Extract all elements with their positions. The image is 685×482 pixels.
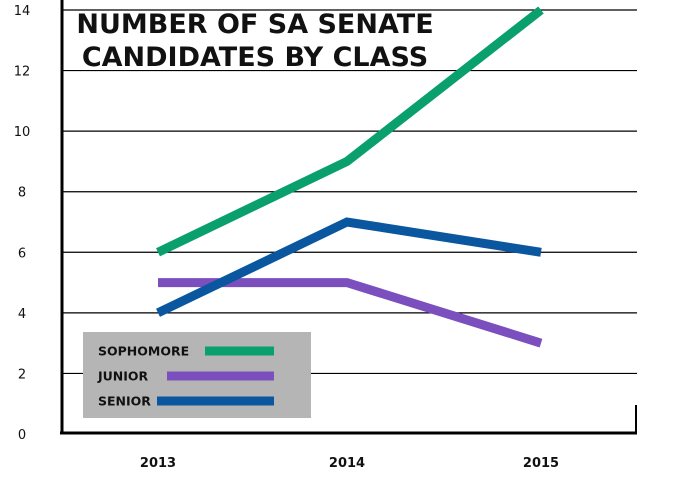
y-tick-label: 2 <box>18 367 26 382</box>
series-lines <box>156 6 544 348</box>
legend-label-junior: JUNIOR <box>97 369 149 384</box>
legend: SOPHOMORE JUNIOR SENIOR <box>83 332 311 418</box>
x-tick-label: 2014 <box>329 456 365 471</box>
x-tick-label: 2015 <box>523 456 559 471</box>
y-tick-label: 8 <box>18 186 26 201</box>
chart-title: NUMBER OF SA SENATE CANDIDATES BY CLASS <box>76 9 433 73</box>
series-line-sophomore <box>156 6 544 257</box>
y-tick-label: 0 <box>18 428 26 443</box>
legend-label-sophomore: SOPHOMORE <box>98 344 189 359</box>
axes <box>60 0 637 435</box>
x-tick-labels: 2013 2014 2015 <box>140 456 559 471</box>
y-tick-label: 6 <box>18 246 26 261</box>
y-tick-labels: 0 2 4 6 8 10 12 14 <box>14 4 31 443</box>
x-tick-label: 2013 <box>140 456 176 471</box>
y-tick-label: 12 <box>14 65 31 80</box>
gridlines <box>62 9 637 375</box>
chart-title-line-2: CANDIDATES BY CLASS <box>82 42 428 73</box>
y-tick-label: 14 <box>14 4 31 19</box>
y-tick-label: 10 <box>14 125 31 140</box>
legend-label-senior: SENIOR <box>98 394 151 409</box>
series-line-senior <box>156 217 542 317</box>
y-tick-label: 4 <box>18 307 26 322</box>
chart-title-line-1: NUMBER OF SA SENATE <box>76 9 433 40</box>
